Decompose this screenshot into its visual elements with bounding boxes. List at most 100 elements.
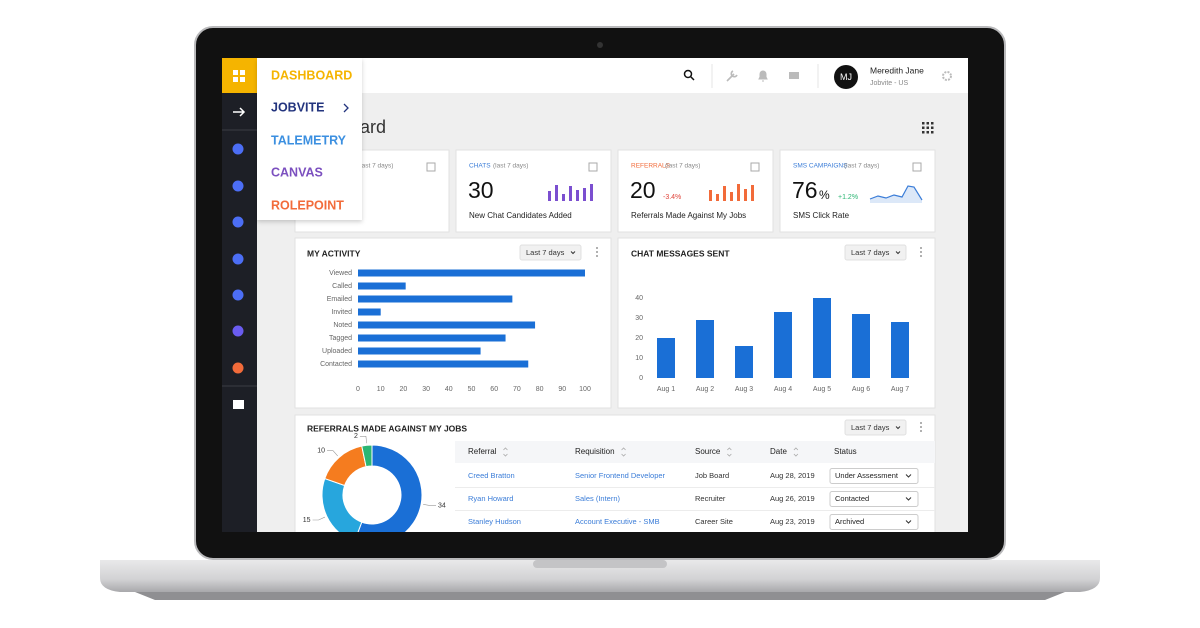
- donut-slice: [361, 444, 373, 468]
- layout-grid-icon[interactable]: [922, 122, 934, 134]
- x-tick-label: Aug 6: [852, 386, 870, 393]
- expand-arrow[interactable]: [233, 107, 246, 117]
- x-tick-label: 50: [468, 386, 476, 393]
- bar: [358, 334, 506, 342]
- range-dropdown-label: Last 7 days: [851, 248, 890, 257]
- table-header: Requisition: [575, 447, 615, 456]
- wrench-icon[interactable]: [726, 70, 738, 82]
- kpi-value: 20: [630, 177, 656, 203]
- table-link[interactable]: Ryan Howard: [468, 494, 513, 503]
- x-tick-label: 90: [558, 386, 566, 393]
- table-link[interactable]: Stanley Hudson: [468, 517, 521, 526]
- kpi-value: 76: [792, 177, 818, 203]
- nav-icon[interactable]: [232, 362, 244, 374]
- nav-icon[interactable]: [232, 325, 244, 337]
- bar: [852, 314, 870, 378]
- menu-item[interactable]: TALEMETRY: [271, 133, 347, 147]
- kebab-menu[interactable]: [596, 247, 598, 257]
- avatar[interactable]: [834, 65, 858, 89]
- x-tick-label: 40: [445, 386, 453, 393]
- open-icon[interactable]: [912, 162, 922, 172]
- sort-icon[interactable]: [793, 447, 799, 457]
- table-header: Status: [834, 447, 857, 456]
- open-icon[interactable]: [750, 162, 760, 172]
- donut-slice: [357, 444, 423, 532]
- table-cell: Aug 23, 2019: [770, 517, 815, 526]
- x-tick-label: Aug 2: [696, 386, 714, 393]
- laptop-base: [100, 560, 1100, 592]
- mail-icon[interactable]: [789, 72, 799, 79]
- y-tick-label: Noted: [333, 322, 352, 329]
- sort-icon[interactable]: [621, 447, 626, 457]
- chevron: [905, 474, 912, 478]
- submenu-chevron: [343, 103, 349, 113]
- kpi-period: (last 7 days): [844, 163, 879, 170]
- sort-icon[interactable]: [503, 447, 508, 457]
- laptop-foot: [135, 592, 1065, 600]
- menu-item[interactable]: CANVAS: [271, 165, 323, 179]
- open-icon[interactable]: [426, 162, 436, 172]
- status-select[interactable]: [829, 491, 919, 507]
- table-header-bg: [455, 441, 935, 463]
- table-link[interactable]: Account Executive - SMB: [575, 517, 660, 526]
- apps-button[interactable]: [222, 58, 257, 93]
- nav-icon[interactable]: [233, 400, 244, 409]
- table-link[interactable]: Senior Frontend Developer: [575, 471, 666, 480]
- kpi-value: 30: [468, 177, 494, 203]
- open-icon[interactable]: [588, 162, 598, 172]
- nav-icon[interactable]: [232, 180, 244, 192]
- table-link[interactable]: Creed Bratton: [468, 471, 515, 480]
- kpi-label: SMS CAMPAIGNS: [793, 163, 848, 170]
- nav-icon[interactable]: [232, 289, 244, 301]
- bar: [358, 282, 406, 290]
- range-dropdown-label: Last 7 days: [526, 248, 565, 257]
- nav-icon[interactable]: [232, 216, 244, 228]
- y-tick-label: Emailed: [327, 296, 352, 303]
- range-dropdown[interactable]: [844, 244, 907, 261]
- bar: [891, 322, 909, 378]
- bell-icon[interactable]: [758, 70, 768, 82]
- leader-line: [423, 504, 437, 506]
- top-bar: [257, 58, 968, 93]
- x-tick-label: 20: [400, 386, 408, 393]
- chevron: [895, 251, 901, 255]
- data-label: 10: [317, 448, 325, 455]
- search-icon[interactable]: [683, 69, 695, 81]
- status-value: Contacted: [835, 494, 869, 503]
- range-dropdown[interactable]: [844, 419, 907, 436]
- app-menu: [257, 58, 362, 220]
- status-select[interactable]: [829, 514, 919, 530]
- y-tick-label: Uploaded: [322, 348, 352, 355]
- settings-icon[interactable]: [942, 71, 952, 81]
- table-link[interactable]: Sales (Intern): [575, 494, 621, 503]
- table-cell: Aug 28, 2019: [770, 471, 815, 480]
- data-label: 34: [438, 502, 446, 509]
- user-name: Meredith Jane: [870, 65, 924, 75]
- kebab-menu[interactable]: [920, 422, 922, 432]
- kpi-sparkline: [869, 185, 923, 201]
- kebab-menu[interactable]: [920, 247, 922, 257]
- chart-title: MY ACTIVITY: [307, 248, 361, 258]
- menu-item[interactable]: ROLEPOINT: [271, 198, 344, 212]
- x-tick-label: Aug 3: [735, 386, 753, 393]
- nav-icon[interactable]: [232, 253, 244, 265]
- leader-line: [327, 450, 338, 457]
- range-dropdown[interactable]: [519, 244, 582, 261]
- app-menu-panel: [257, 58, 362, 220]
- menu-item[interactable]: DASHBOARD: [271, 68, 352, 82]
- nav-icon[interactable]: [232, 143, 244, 155]
- bar: [735, 346, 753, 378]
- kpi-period: (last 7 days): [665, 163, 700, 170]
- status-value: Under Assessment: [835, 471, 899, 480]
- table-cell: Job Board: [695, 471, 729, 480]
- leader-line: [312, 516, 326, 521]
- sort-icon[interactable]: [727, 447, 732, 457]
- bar: [358, 295, 513, 303]
- y-tick-label: Invited: [331, 309, 352, 316]
- chart-title: CHAT MESSAGES SENT: [631, 248, 730, 258]
- status-select[interactable]: [829, 468, 919, 484]
- y-tick-label: 30: [635, 315, 643, 322]
- menu-item[interactable]: JOBVITE: [271, 100, 325, 114]
